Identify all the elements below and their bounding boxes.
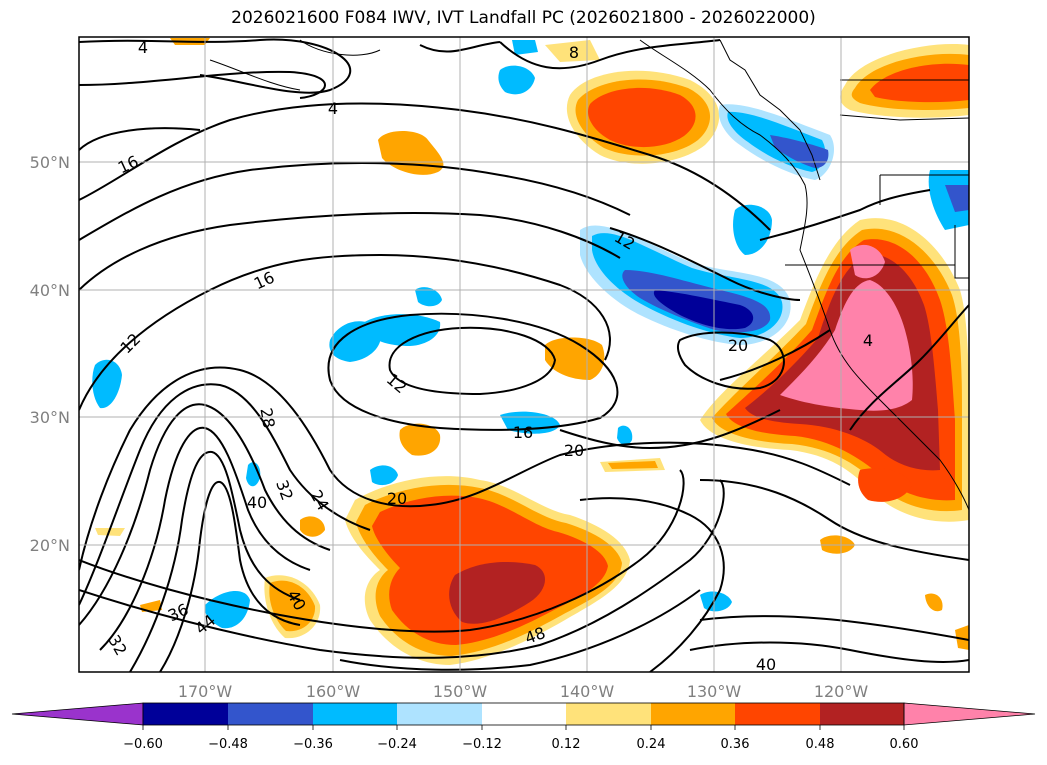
contour-label: 40 bbox=[756, 655, 776, 674]
lat-label: 40°N bbox=[30, 281, 70, 300]
contour-label: 40 bbox=[247, 493, 267, 512]
colorbar-tick: −0.48 bbox=[208, 737, 248, 752]
lat-label: 50°N bbox=[30, 153, 70, 172]
coastlines bbox=[209, 39, 969, 511]
contour-label: 8 bbox=[569, 43, 579, 62]
lon-label: 130°W bbox=[687, 682, 742, 701]
colorbar-tick: −0.60 bbox=[123, 737, 163, 752]
map-frame bbox=[78, 36, 970, 673]
contour-label: 28 bbox=[256, 406, 278, 429]
colorbar-tick: −0.24 bbox=[377, 737, 417, 752]
lon-label: 170°W bbox=[178, 682, 233, 701]
colorbar-tick: −0.36 bbox=[293, 737, 333, 752]
contour-label: 20 bbox=[728, 336, 748, 355]
contour-label: 20 bbox=[387, 489, 407, 508]
contour-label: 16 bbox=[513, 423, 533, 442]
map-title: 2026021600 F084 IWV, IVT Landfall PC (20… bbox=[231, 8, 816, 28]
lon-label: 150°W bbox=[433, 682, 488, 701]
lon-label: 140°W bbox=[560, 682, 615, 701]
lat-label: 30°N bbox=[30, 408, 70, 427]
contour-label: 4 bbox=[138, 38, 148, 57]
lon-label: 160°W bbox=[306, 682, 361, 701]
colorbar-tick: 0.24 bbox=[637, 737, 666, 752]
gridlines bbox=[79, 37, 969, 672]
contour-label: 4 bbox=[863, 331, 873, 350]
lon-label: 120°W bbox=[814, 682, 869, 701]
colorbar: −0.60 −0.48 −0.36 −0.24 −0.12 0.12 0.24 … bbox=[11, 702, 1036, 752]
contour-label: 4 bbox=[328, 99, 338, 118]
colorbar-tick: 0.48 bbox=[806, 737, 835, 752]
lat-label: 20°N bbox=[30, 536, 70, 555]
contour-label: 20 bbox=[564, 441, 584, 460]
colorbar-tick: 0.60 bbox=[890, 737, 919, 752]
colorbar-tick: 0.36 bbox=[721, 737, 750, 752]
colorbar-tick: 0.12 bbox=[552, 737, 581, 752]
filled-anomalies bbox=[92, 38, 969, 665]
colorbar-tick: −0.12 bbox=[462, 737, 502, 752]
